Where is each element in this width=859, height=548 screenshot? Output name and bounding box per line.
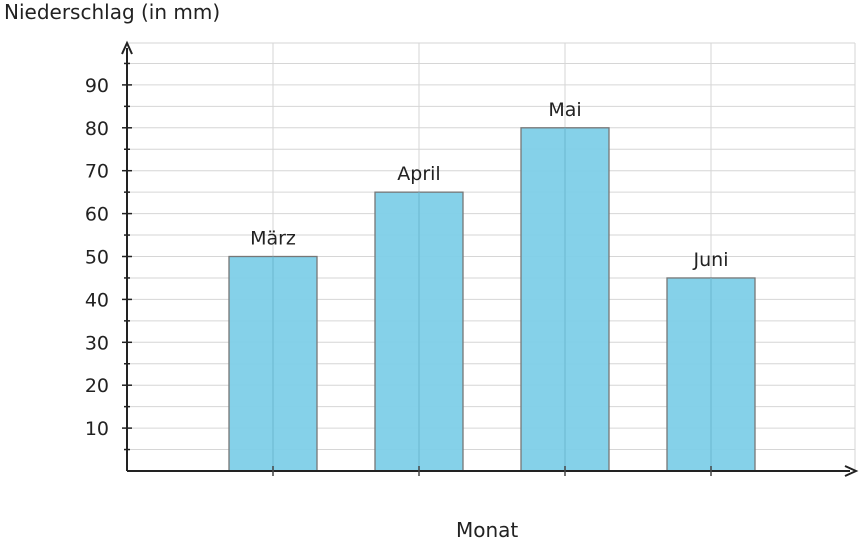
bars [228, 127, 756, 472]
y-tick-label: 10 [85, 418, 109, 440]
bar-label-0: März [250, 228, 296, 250]
bar-label-2: Mai [548, 99, 581, 121]
y-tick-label: 50 [85, 247, 109, 269]
y-ticks: 10 20 30 40 50 60 70 80 90 [85, 62, 712, 476]
x-axis-arrow [844, 465, 859, 477]
bar-label-3: Juni [693, 249, 729, 271]
y-tick-label: 30 [85, 332, 109, 354]
y-tick-label: 90 [85, 75, 109, 97]
axes [121, 40, 859, 477]
y-tick-label: 80 [85, 118, 109, 140]
bar-labels: März April Mai Juni [250, 99, 728, 271]
y-tick-label: 70 [85, 161, 109, 183]
y-tick-label: 40 [85, 289, 109, 311]
x-axis-label: Monat [456, 518, 519, 542]
y-tick-label: 60 [85, 204, 109, 226]
y-axis-label: Niederschlag (in mm) [4, 0, 221, 24]
y-tick-label: 20 [85, 375, 109, 397]
bar-label-1: April [397, 163, 440, 185]
y-axis-arrow [121, 40, 133, 55]
